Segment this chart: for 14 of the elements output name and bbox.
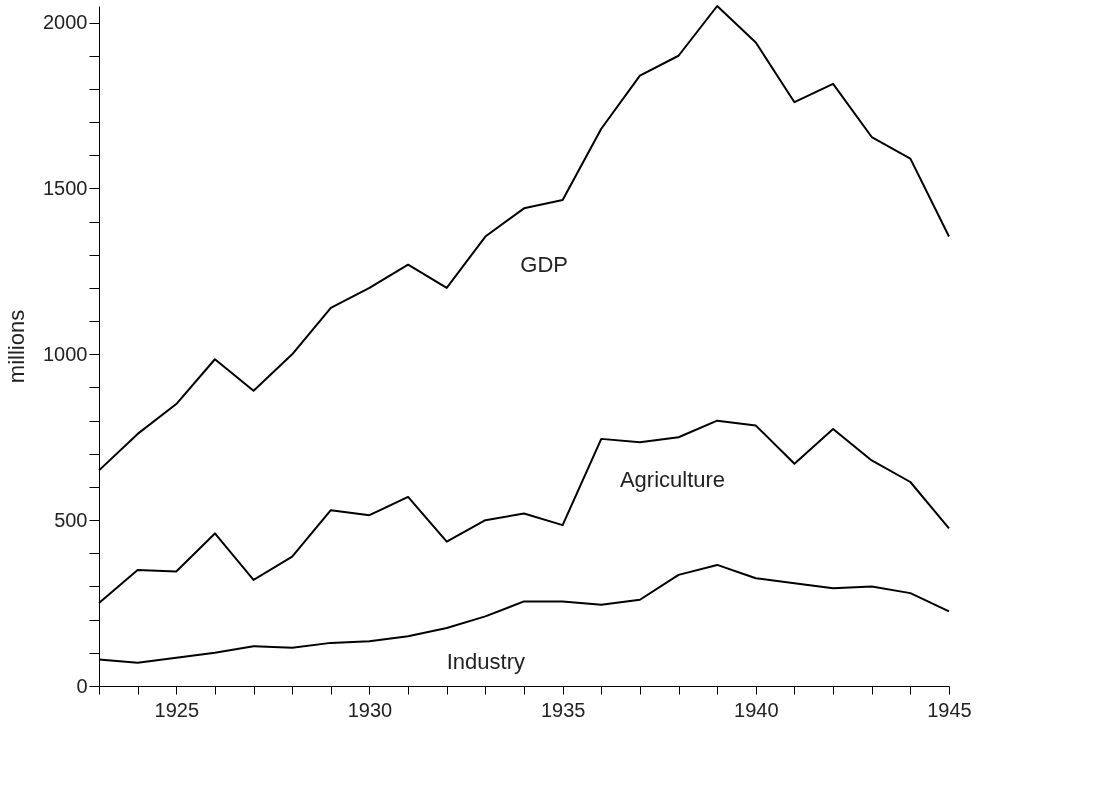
y-tick-label: 1000 [43,342,88,365]
series-label: Agriculture [619,467,726,493]
y-tick-label: 2000 [43,11,88,34]
x-tick-label: 1935 [540,698,586,721]
x-tick-label: 1930 [347,698,393,721]
y-tick-label: 1500 [43,176,88,199]
x-tick-label: 1940 [734,698,779,721]
y-tick-label: 500 [54,508,88,531]
y-axis-title: millions [4,309,30,384]
y-tick-label: 0 [76,674,88,697]
series-label: Industry [446,648,525,674]
x-tick-label: 1945 [927,698,972,721]
x-tick-label: 1925 [154,698,200,721]
series-label: GDP [520,251,569,277]
